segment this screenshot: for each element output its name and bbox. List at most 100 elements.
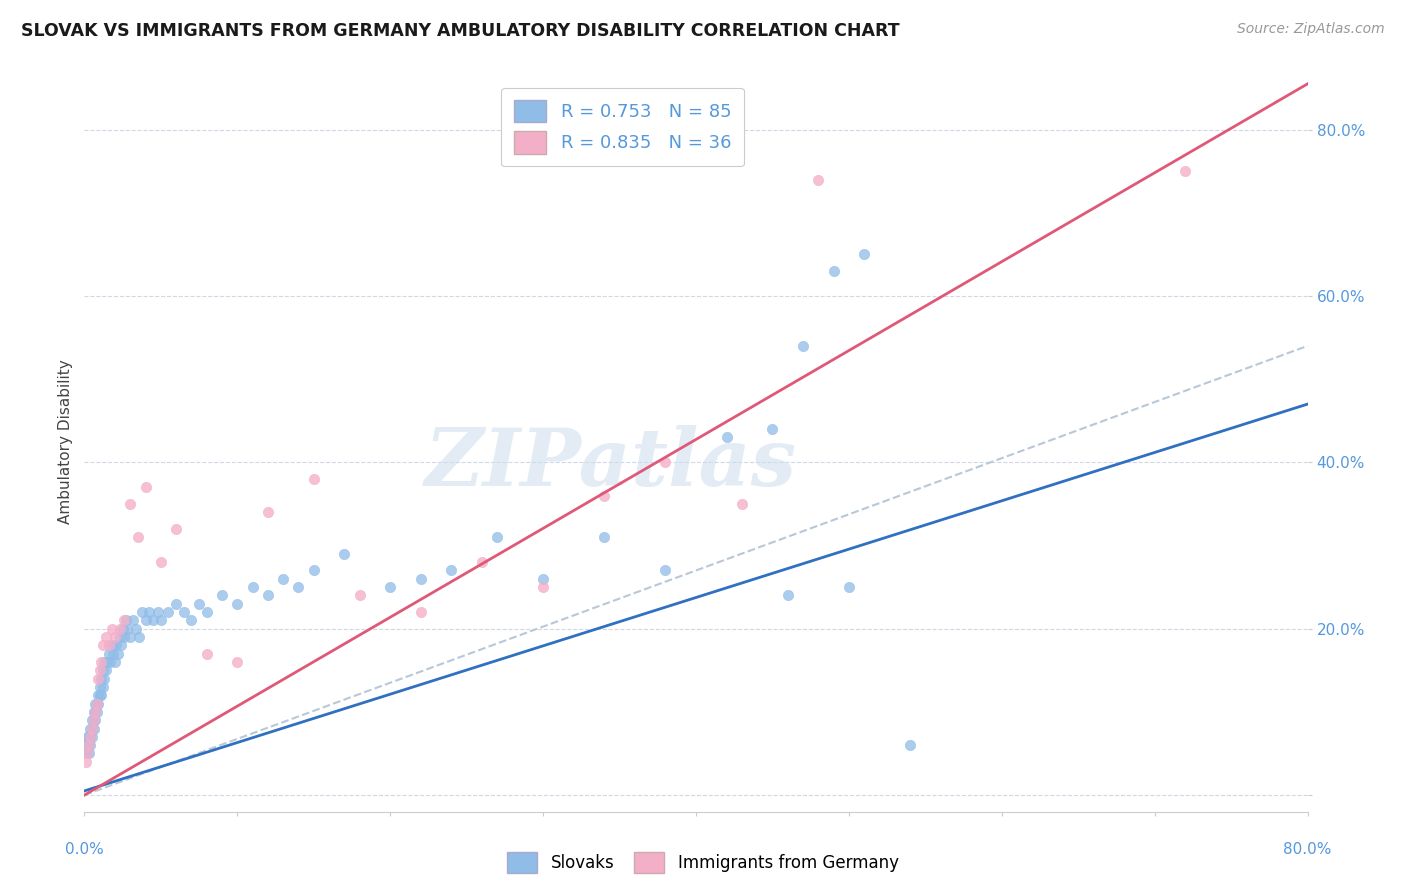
Point xyxy=(180,614,202,628)
Point xyxy=(79,730,101,744)
Point xyxy=(97,638,120,652)
Point xyxy=(98,655,121,669)
Point xyxy=(87,688,110,702)
Point xyxy=(1174,164,1197,178)
Point xyxy=(593,530,616,544)
Point xyxy=(349,589,371,603)
Point xyxy=(87,672,110,686)
Point xyxy=(125,622,148,636)
Point xyxy=(302,472,325,486)
Point xyxy=(131,605,153,619)
Point xyxy=(593,489,616,503)
Point xyxy=(149,555,172,569)
Point xyxy=(86,705,108,719)
Point xyxy=(409,605,432,619)
Point xyxy=(188,597,211,611)
Point xyxy=(157,605,180,619)
Point xyxy=(149,614,172,628)
Point xyxy=(838,580,860,594)
Point xyxy=(80,722,103,736)
Point xyxy=(104,655,127,669)
Point xyxy=(333,547,356,561)
Point xyxy=(84,697,107,711)
Point xyxy=(776,589,799,603)
Text: 80.0%: 80.0% xyxy=(1284,842,1331,857)
Point xyxy=(112,614,135,628)
Point xyxy=(135,614,157,628)
Point xyxy=(76,747,98,761)
Point xyxy=(302,564,325,578)
Point xyxy=(91,638,114,652)
Point xyxy=(77,738,100,752)
Point xyxy=(211,589,233,603)
Point xyxy=(91,680,114,694)
Point xyxy=(135,480,157,494)
Point xyxy=(731,497,754,511)
Point xyxy=(86,697,108,711)
Point xyxy=(173,605,195,619)
Point xyxy=(87,697,110,711)
Point xyxy=(77,747,100,761)
Point xyxy=(112,630,135,644)
Point xyxy=(409,572,432,586)
Point xyxy=(79,730,101,744)
Point xyxy=(128,630,150,644)
Point xyxy=(120,497,142,511)
Point xyxy=(97,647,120,661)
Point xyxy=(792,339,814,353)
Point xyxy=(79,738,101,752)
Point xyxy=(91,663,114,677)
Point xyxy=(115,622,138,636)
Point xyxy=(94,663,117,677)
Point xyxy=(380,580,402,594)
Point xyxy=(107,647,129,661)
Legend: R = 0.753   N = 85, R = 0.835   N = 36: R = 0.753 N = 85, R = 0.835 N = 36 xyxy=(501,87,744,166)
Point xyxy=(86,697,108,711)
Point xyxy=(89,680,111,694)
Text: 0.0%: 0.0% xyxy=(65,842,104,857)
Point xyxy=(195,605,218,619)
Point xyxy=(90,672,112,686)
Text: Source: ZipAtlas.com: Source: ZipAtlas.com xyxy=(1237,22,1385,37)
Point xyxy=(146,605,169,619)
Point xyxy=(257,589,280,603)
Point xyxy=(165,597,187,611)
Point xyxy=(79,722,101,736)
Point xyxy=(76,747,98,761)
Point xyxy=(531,572,554,586)
Point xyxy=(271,572,294,586)
Point xyxy=(440,564,463,578)
Point xyxy=(823,264,845,278)
Point xyxy=(138,605,160,619)
Point xyxy=(226,655,249,669)
Point xyxy=(76,730,98,744)
Point xyxy=(114,614,136,628)
Point xyxy=(90,688,112,702)
Point xyxy=(761,422,783,436)
Point xyxy=(287,580,309,594)
Point xyxy=(226,597,249,611)
Point xyxy=(80,730,103,744)
Point xyxy=(80,722,103,736)
Point xyxy=(110,638,132,652)
Point xyxy=(83,713,105,727)
Point xyxy=(84,713,107,727)
Point xyxy=(84,705,107,719)
Point xyxy=(83,722,105,736)
Point xyxy=(898,738,921,752)
Point xyxy=(93,655,115,669)
Point xyxy=(94,630,117,644)
Point xyxy=(105,638,128,652)
Point xyxy=(93,672,115,686)
Point xyxy=(104,630,127,644)
Point xyxy=(654,564,676,578)
Legend: Slovaks, Immigrants from Germany: Slovaks, Immigrants from Germany xyxy=(501,846,905,880)
Text: SLOVAK VS IMMIGRANTS FROM GERMANY AMBULATORY DISABILITY CORRELATION CHART: SLOVAK VS IMMIGRANTS FROM GERMANY AMBULA… xyxy=(21,22,900,40)
Point xyxy=(195,647,218,661)
Point xyxy=(654,455,676,469)
Point xyxy=(80,713,103,727)
Point xyxy=(89,663,111,677)
Point xyxy=(257,505,280,519)
Point xyxy=(83,713,105,727)
Point xyxy=(120,630,142,644)
